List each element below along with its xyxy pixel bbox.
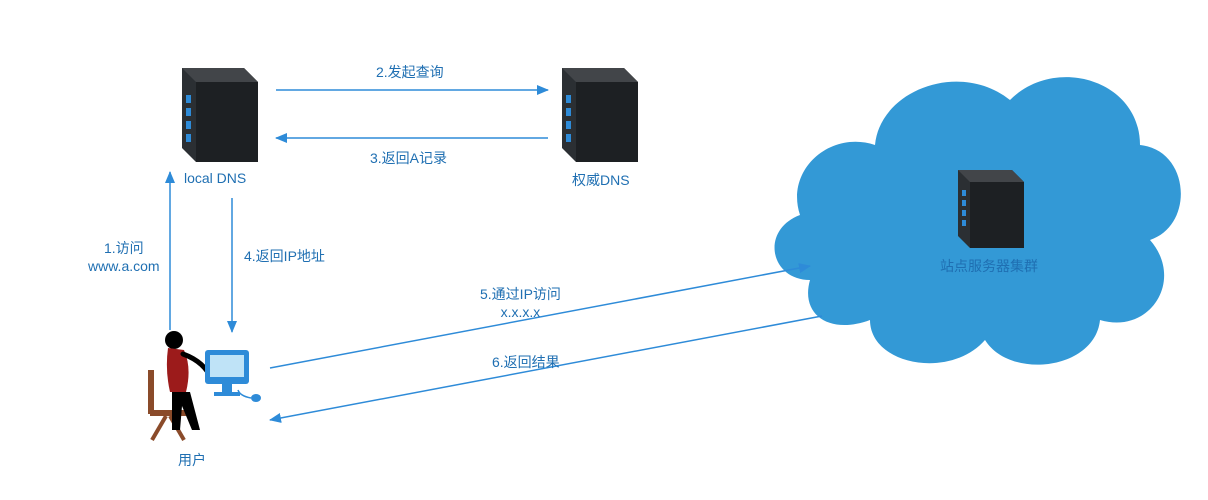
dns-diagram [0, 0, 1208, 500]
user-icon [148, 331, 261, 440]
auth-dns-label: 权威DNS [572, 170, 630, 190]
cluster-server-icon [958, 170, 1024, 248]
local-dns-label: local DNS [184, 170, 246, 186]
edge-3-label: 3.返回A记录 [370, 148, 447, 168]
edge-5-label-line1: 5.通过IP访问 [480, 284, 561, 304]
edge-5-label-line2: x.x.x.x [480, 304, 561, 320]
local-dns-server-icon [182, 68, 258, 162]
edge-4-label: 4.返回IP地址 [244, 246, 325, 266]
user-label: 用户 [178, 450, 206, 470]
edge-5-label: 5.通过IP访问 x.x.x.x [480, 284, 561, 320]
edge-1-label-line2: www.a.com [88, 258, 160, 274]
edge-1-label-line1: 1.访问 [88, 238, 160, 258]
edge-6-label: 6.返回结果 [492, 352, 560, 372]
auth-dns-server-icon [562, 68, 638, 162]
cluster-label: 站点服务器集群 [940, 256, 1038, 276]
edge-2-label: 2.发起查询 [376, 62, 444, 82]
edge-1-label: 1.访问 www.a.com [88, 238, 160, 274]
